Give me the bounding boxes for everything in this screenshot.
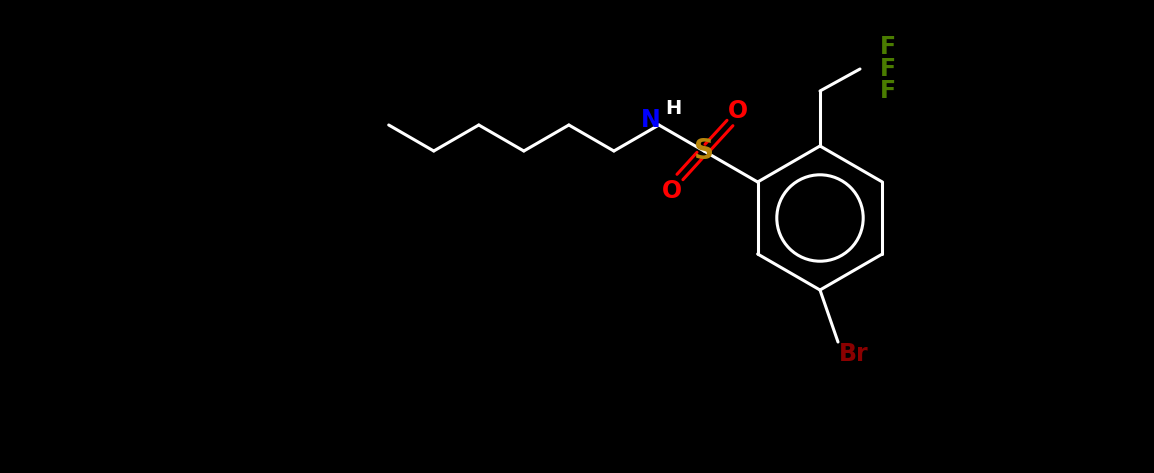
Text: F: F [881,35,896,59]
Text: F: F [881,57,896,81]
Text: H: H [665,99,681,119]
Text: O: O [728,99,748,123]
Text: F: F [881,79,896,103]
Text: Br: Br [839,342,869,366]
Text: O: O [662,179,682,203]
Text: N: N [642,108,661,132]
Text: S: S [694,137,714,165]
